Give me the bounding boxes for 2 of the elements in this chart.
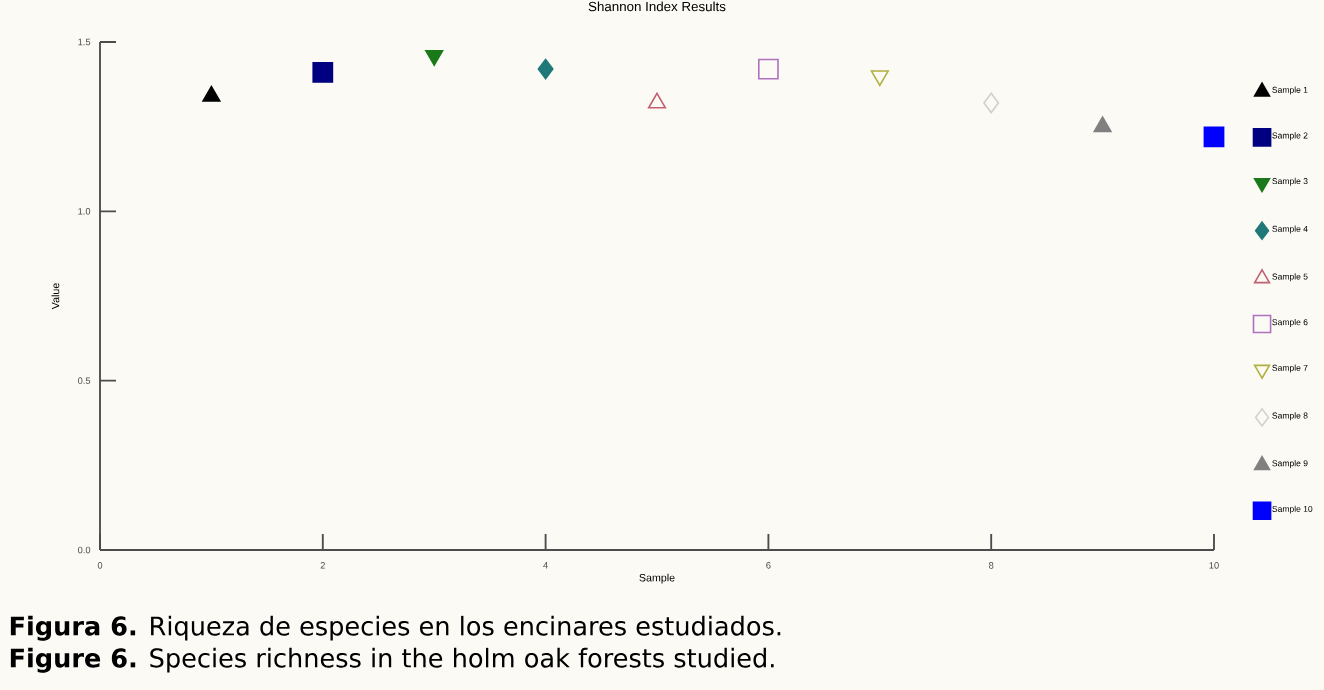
text: Figura 6. Riqueza de especies en los encinares estudiados. bbox=[10, 615, 781, 641]
text: Figure 6. Species richness in the holm oak forests studied. bbox=[10, 647, 774, 673]
